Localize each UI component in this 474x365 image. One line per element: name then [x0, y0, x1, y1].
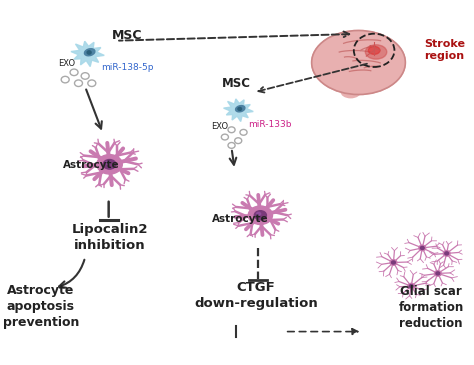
Ellipse shape: [365, 45, 387, 59]
Text: Lipocalin2
inhibition: Lipocalin2 inhibition: [71, 223, 148, 251]
Circle shape: [392, 261, 395, 264]
Ellipse shape: [97, 155, 122, 174]
Ellipse shape: [255, 211, 266, 220]
Text: EXO: EXO: [210, 122, 228, 131]
Circle shape: [420, 246, 424, 250]
Circle shape: [410, 285, 413, 288]
Ellipse shape: [248, 206, 273, 224]
Text: Astrocyte: Astrocyte: [211, 214, 268, 224]
Text: Glial scar
formation
reduction: Glial scar formation reduction: [399, 285, 464, 330]
Ellipse shape: [84, 49, 95, 56]
Ellipse shape: [341, 85, 360, 98]
Circle shape: [443, 251, 450, 256]
Ellipse shape: [236, 105, 245, 112]
Circle shape: [390, 260, 397, 265]
Ellipse shape: [312, 31, 405, 95]
Circle shape: [436, 272, 440, 275]
Text: EXO: EXO: [58, 59, 76, 68]
Text: Astrocyte
apoptosis
prevention: Astrocyte apoptosis prevention: [2, 284, 79, 328]
Text: CTGF
down-regulation: CTGF down-regulation: [194, 281, 318, 311]
Circle shape: [408, 283, 415, 289]
Text: MSC: MSC: [112, 29, 143, 42]
Text: MSC: MSC: [221, 77, 250, 90]
Text: Astrocyte: Astrocyte: [63, 160, 119, 170]
Polygon shape: [224, 99, 253, 122]
Text: miR-138-5p: miR-138-5p: [100, 63, 153, 72]
Circle shape: [435, 270, 441, 276]
Ellipse shape: [368, 46, 380, 54]
Text: Stroke
region: Stroke region: [424, 39, 465, 61]
Circle shape: [87, 51, 91, 54]
Ellipse shape: [106, 161, 110, 164]
Circle shape: [419, 245, 426, 251]
Ellipse shape: [256, 212, 261, 215]
Ellipse shape: [103, 160, 116, 169]
Text: miR-133b: miR-133b: [248, 120, 292, 129]
Circle shape: [445, 252, 448, 255]
Polygon shape: [71, 41, 104, 66]
Circle shape: [238, 107, 242, 110]
